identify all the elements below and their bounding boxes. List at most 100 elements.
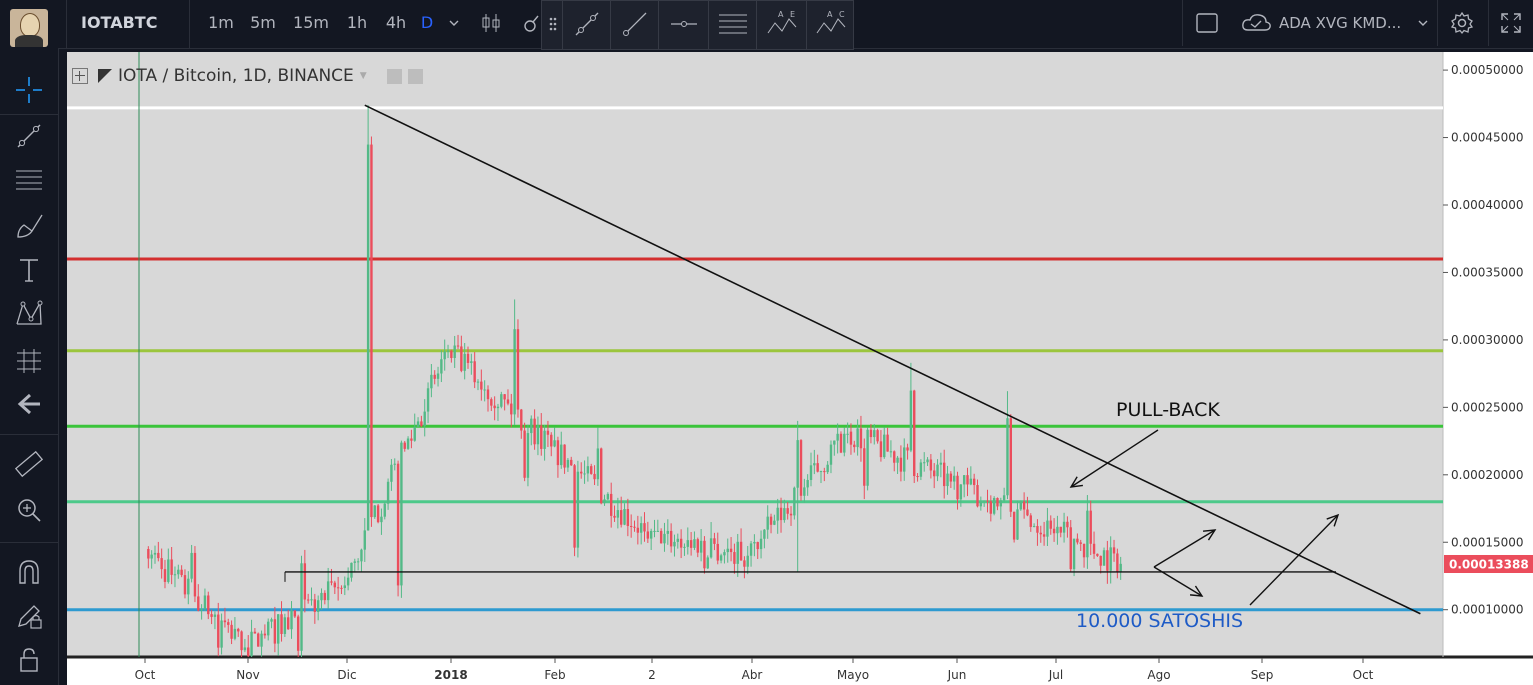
candle[interactable]	[366, 144, 370, 531]
candle[interactable]	[606, 493, 610, 500]
candle[interactable]	[450, 350, 453, 359]
candle[interactable]	[982, 500, 986, 502]
candle[interactable]	[1026, 509, 1029, 516]
candle[interactable]	[1049, 520, 1052, 529]
candle[interactable]	[639, 523, 643, 533]
candle[interactable]	[823, 471, 826, 473]
candle[interactable]	[992, 498, 996, 514]
candle[interactable]	[533, 418, 536, 445]
candle[interactable]	[170, 559, 173, 575]
candle[interactable]	[903, 447, 906, 472]
candle[interactable]	[952, 475, 956, 482]
candle[interactable]	[743, 560, 746, 567]
candle[interactable]	[916, 476, 919, 478]
candle[interactable]	[829, 444, 833, 465]
candle[interactable]	[969, 478, 973, 485]
candle[interactable]	[923, 462, 926, 464]
candle[interactable]	[1032, 526, 1036, 528]
candle[interactable]	[370, 144, 373, 518]
candle[interactable]	[416, 421, 420, 427]
ruler-icon[interactable]	[9, 444, 49, 484]
candle[interactable]	[773, 520, 776, 525]
candle[interactable]	[816, 463, 819, 472]
candle[interactable]	[310, 599, 313, 601]
candle[interactable]	[746, 555, 749, 567]
candle[interactable]	[473, 361, 476, 383]
candle[interactable]	[866, 429, 869, 486]
candle[interactable]	[177, 569, 180, 575]
candle[interactable]	[996, 498, 999, 507]
candle[interactable]	[889, 451, 893, 453]
candle[interactable]	[200, 608, 203, 611]
candle[interactable]	[180, 569, 183, 576]
candle[interactable]	[550, 434, 553, 447]
candle[interactable]	[669, 530, 673, 547]
candle[interactable]	[217, 614, 220, 648]
symbol-search[interactable]: IOTABTC	[66, 0, 190, 48]
flag-icon[interactable]	[98, 69, 112, 83]
candle[interactable]	[859, 428, 863, 449]
candle[interactable]	[806, 479, 809, 488]
candle[interactable]	[240, 631, 243, 651]
candle[interactable]	[516, 329, 520, 410]
candle[interactable]	[506, 399, 510, 404]
candle[interactable]	[643, 523, 646, 532]
candle[interactable]	[260, 633, 263, 647]
candle[interactable]	[480, 381, 483, 390]
candle[interactable]	[593, 473, 596, 480]
candle[interactable]	[230, 624, 233, 639]
candle[interactable]	[666, 530, 670, 534]
candle[interactable]	[273, 619, 277, 644]
candle[interactable]	[190, 552, 193, 579]
candle[interactable]	[759, 538, 763, 550]
candle[interactable]	[943, 462, 946, 487]
candle[interactable]	[423, 411, 426, 426]
candle[interactable]	[809, 465, 813, 480]
candle[interactable]	[896, 457, 899, 463]
candle[interactable]	[277, 614, 280, 644]
candle[interactable]	[360, 549, 363, 562]
candle[interactable]	[803, 487, 806, 496]
candle[interactable]	[1052, 528, 1056, 534]
candle[interactable]	[500, 394, 503, 407]
candle[interactable]	[843, 433, 846, 453]
candle[interactable]	[869, 429, 873, 438]
candle[interactable]	[1076, 538, 1079, 543]
candle[interactable]	[879, 441, 883, 458]
candle[interactable]	[713, 538, 716, 544]
candle[interactable]	[313, 599, 317, 612]
candle[interactable]	[849, 431, 853, 445]
candle[interactable]	[789, 513, 793, 516]
candle[interactable]	[779, 507, 783, 521]
candle[interactable]	[220, 620, 223, 648]
interval-d[interactable]: D	[420, 13, 434, 32]
compare-symbols[interactable]: ADA XVG KMD...	[1279, 14, 1402, 32]
candle[interactable]	[560, 444, 563, 466]
candle[interactable]	[1082, 543, 1086, 558]
candle[interactable]	[933, 470, 936, 477]
gear-icon[interactable]	[1437, 0, 1486, 46]
candle[interactable]	[436, 373, 440, 379]
candle[interactable]	[1036, 526, 1039, 533]
candle[interactable]	[556, 440, 560, 466]
candle[interactable]	[1109, 547, 1112, 571]
candle[interactable]	[839, 433, 843, 453]
candle[interactable]	[853, 444, 856, 448]
lock-icon[interactable]	[9, 640, 49, 680]
candle[interactable]	[150, 554, 153, 559]
candle[interactable]	[183, 575, 187, 595]
candle[interactable]	[573, 465, 576, 548]
candle[interactable]	[286, 617, 290, 630]
candle[interactable]	[153, 552, 157, 555]
candle[interactable]	[610, 493, 613, 516]
candle[interactable]	[343, 585, 346, 589]
candle[interactable]	[756, 542, 759, 550]
avatar[interactable]	[10, 9, 48, 47]
candle[interactable]	[813, 463, 816, 466]
candle[interactable]	[906, 447, 909, 451]
candle[interactable]	[253, 631, 257, 634]
arrow-left-icon[interactable]	[9, 384, 49, 424]
candle[interactable]	[893, 451, 896, 463]
candle[interactable]	[696, 539, 699, 553]
candle[interactable]	[689, 540, 693, 548]
